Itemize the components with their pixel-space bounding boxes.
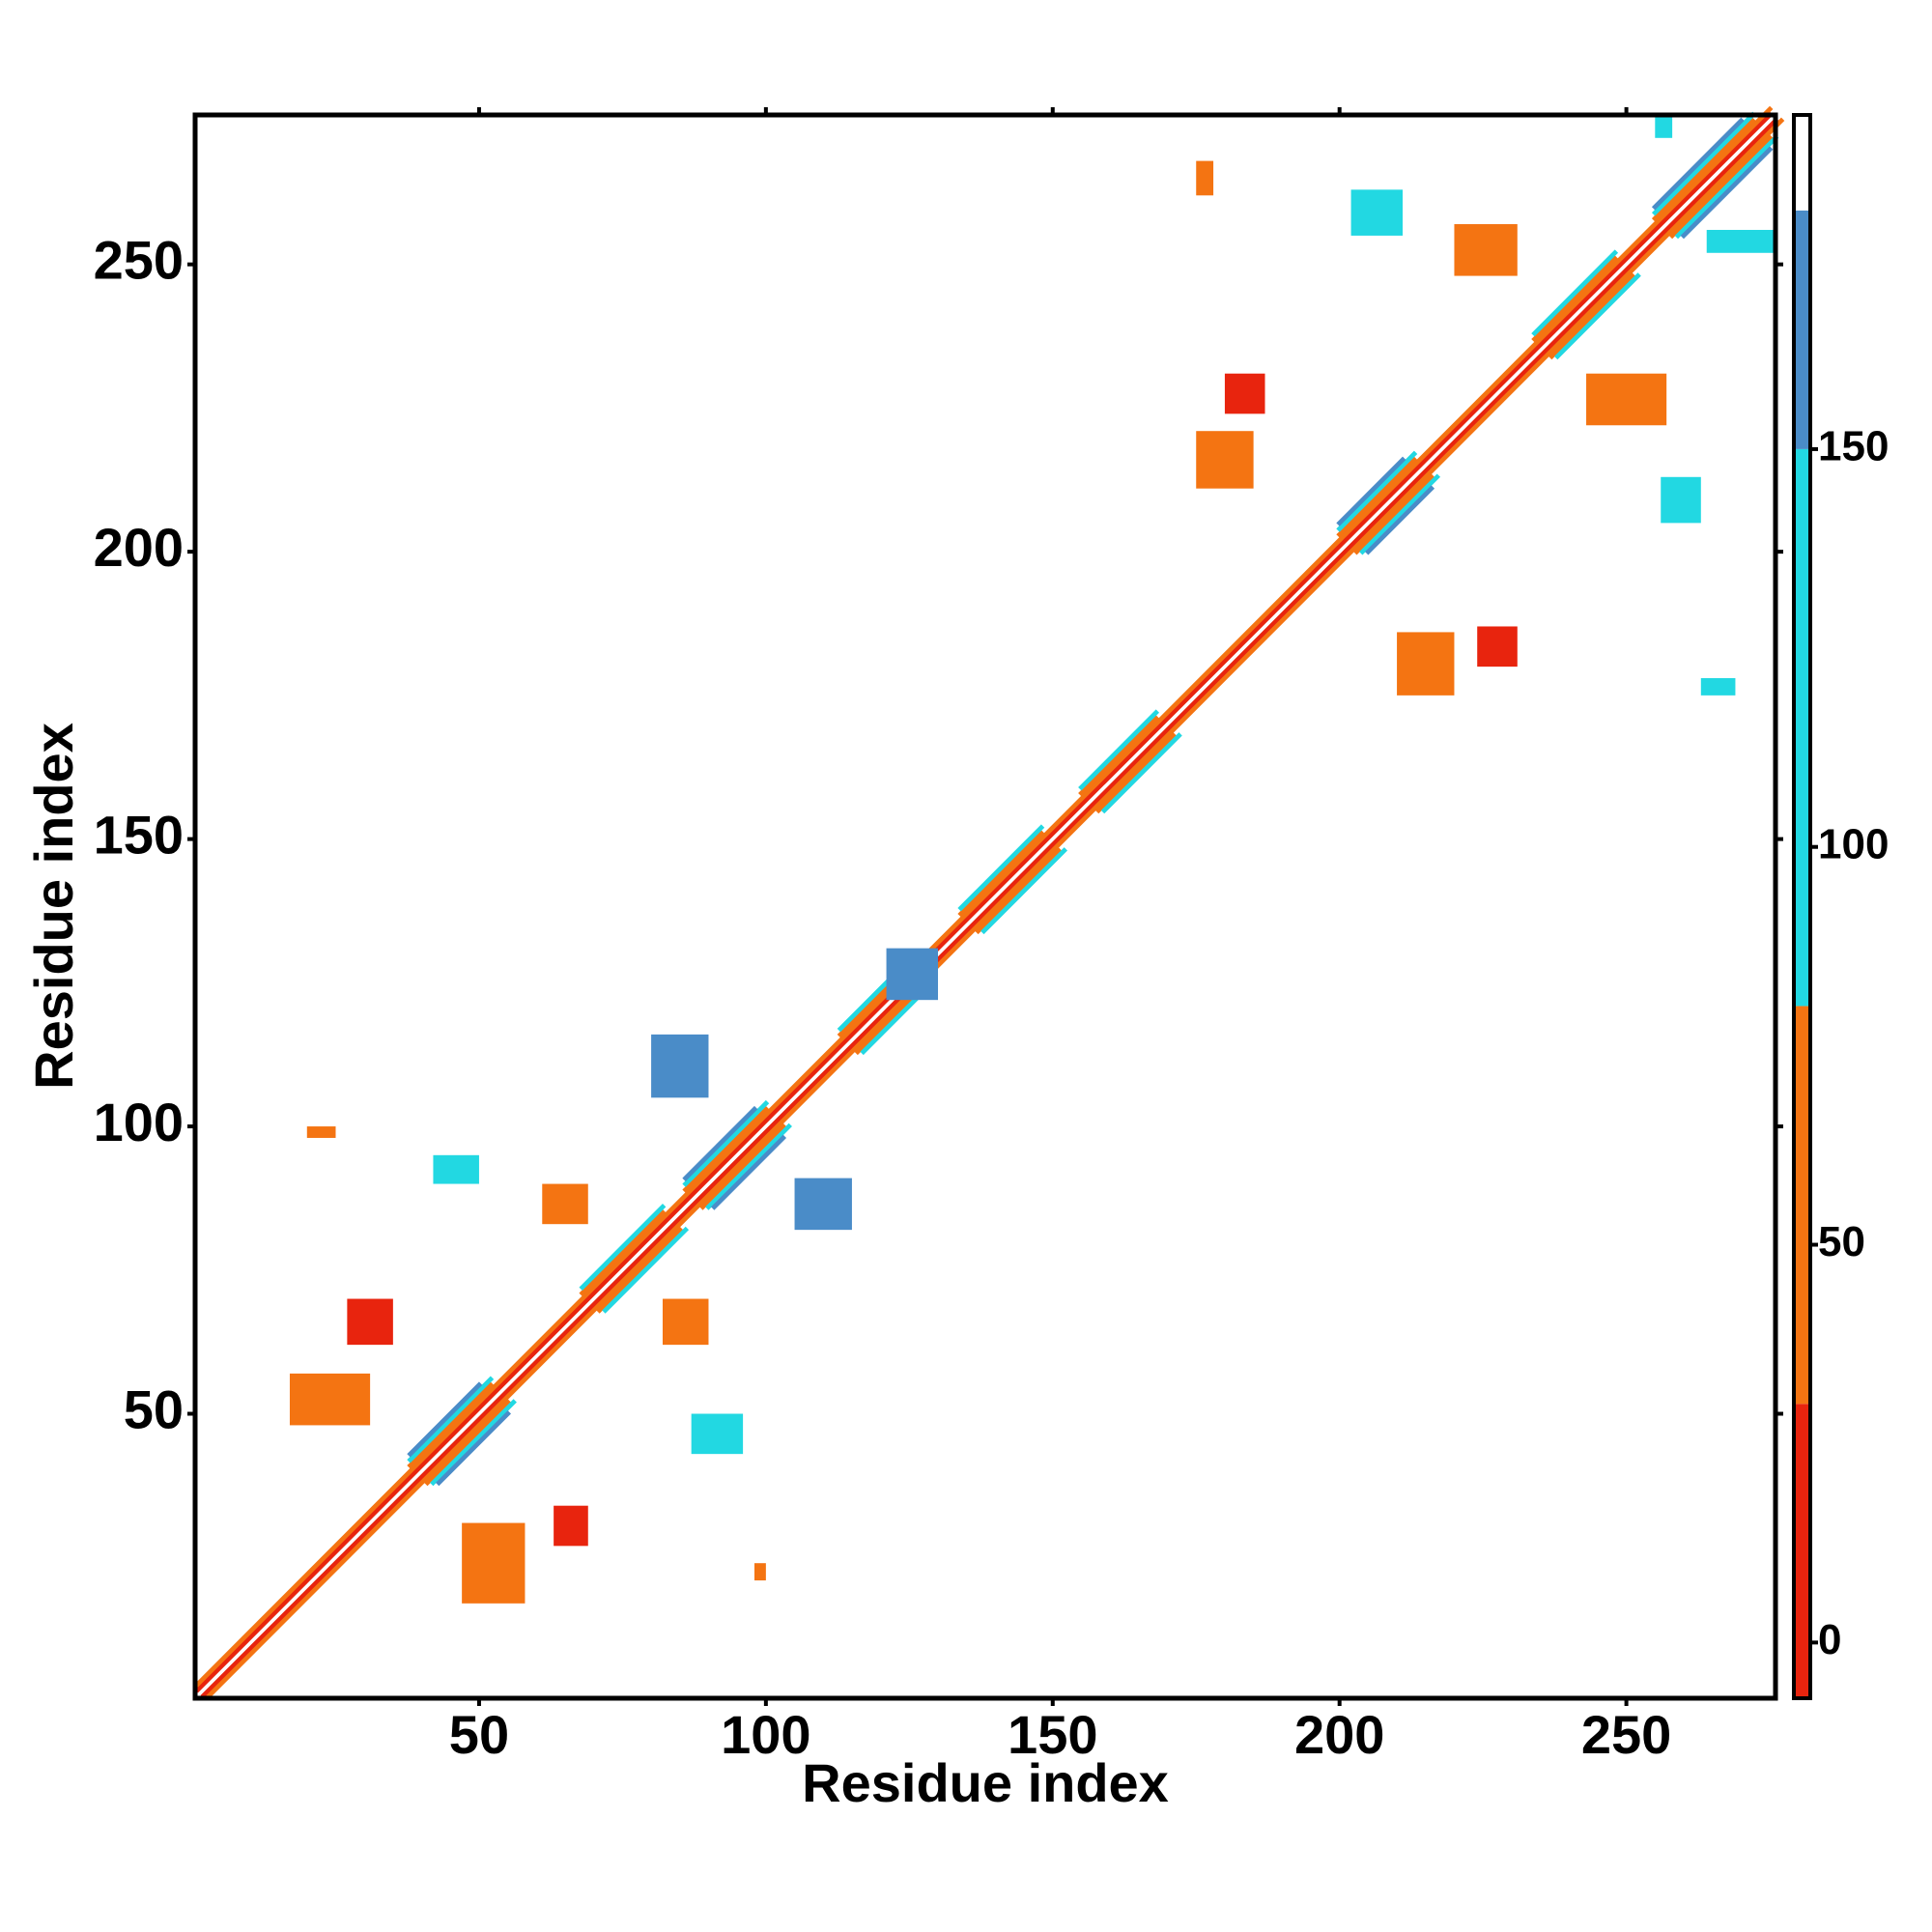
diagonal-band: [1365, 485, 1435, 555]
diagonal-band: [194, 111, 1774, 1693]
diagonal-band: [1668, 134, 1774, 240]
contact-patch: [1196, 431, 1254, 489]
diagonal-band: [424, 1399, 511, 1487]
diagonal-band: [200, 117, 1779, 1699]
diagonal-band: [1336, 456, 1418, 538]
contact-patch: [662, 1298, 709, 1346]
y-tick-label: 150: [94, 804, 184, 865]
contact-patch: [1706, 229, 1776, 253]
diagonal-band: [1336, 450, 1418, 532]
colorbar-segment: [1794, 448, 1810, 1007]
diagonal-band: [682, 1105, 770, 1193]
contact-patch: [1224, 373, 1265, 414]
contact-patch: [1397, 632, 1455, 696]
diagonal-band: [682, 1105, 758, 1181]
diagonal-band: [1553, 272, 1641, 360]
contact-patch: [1477, 626, 1518, 668]
colorbar-segment: [1794, 1006, 1810, 1405]
colorbar-segment: [1794, 115, 1810, 211]
diagonal-band: [1680, 146, 1774, 240]
diagonal-band: [194, 105, 1774, 1688]
diagonal-band: [436, 1410, 511, 1487]
diagonal-band: [1651, 111, 1756, 216]
diagonal-band: [975, 847, 1063, 935]
colorbar-tick-label: 50: [1818, 1218, 1865, 1265]
y-tick-label: 200: [94, 517, 184, 578]
contact-patch: [554, 1505, 588, 1547]
x-tick-label: 200: [1294, 1704, 1384, 1765]
diagonal-band: [1094, 732, 1177, 814]
diagonal-band: [596, 1226, 684, 1314]
contact-patch: [306, 1126, 336, 1138]
diagonal-band: [1674, 134, 1779, 240]
contact-patch: [1196, 160, 1214, 196]
contact-patch: [691, 1413, 744, 1455]
diagonal-band: [407, 1381, 483, 1458]
plot-frame: [192, 112, 1778, 1701]
contact-patch: [1586, 373, 1667, 426]
diagonal-band: [579, 1203, 667, 1291]
diagonal-band: [1336, 456, 1406, 526]
y-tick-label: 250: [94, 229, 184, 290]
contact-patch: [462, 1522, 526, 1604]
x-tick-label: 150: [1008, 1704, 1097, 1765]
contact-patch: [1655, 115, 1673, 138]
y-tick-label: 50: [124, 1378, 184, 1439]
diagonal-band: [854, 990, 919, 1056]
heatmap: [194, 105, 1785, 1699]
colorbar-segment: [1794, 210, 1810, 449]
diagonal-band: [980, 847, 1068, 935]
diagonal-band: [705, 1122, 792, 1210]
diagonal-band: [957, 830, 1045, 918]
diagonal-band: [1548, 272, 1635, 360]
diagonal-band: [407, 1381, 495, 1469]
contact-patch: [794, 1178, 852, 1231]
diagonal-band: [1100, 732, 1182, 814]
diagonal-band: [1651, 117, 1756, 222]
diagonal-band: [1651, 117, 1745, 211]
diagonal-band: [682, 1099, 770, 1187]
diagonal-band: [1353, 473, 1435, 555]
contact-patch: [651, 1034, 709, 1098]
x-axis-label: Residue index: [802, 1752, 1169, 1813]
contact-patch: [433, 1154, 479, 1184]
diagonal-band: [1078, 715, 1160, 797]
y-tick-label: 100: [94, 1092, 184, 1152]
diagonal-band: [699, 1122, 787, 1210]
diagonal-band: [1359, 473, 1440, 555]
x-tick-label: 250: [1581, 1704, 1671, 1765]
diagonal-band: [206, 117, 1785, 1699]
x-tick-label: 100: [721, 1704, 810, 1765]
diagonal-band: [579, 1208, 667, 1296]
colorbar-tick-label: 150: [1818, 423, 1889, 470]
diagonal-band: [711, 1134, 787, 1210]
y-axis-label: Residue index: [23, 723, 84, 1090]
colorbar-tick-label: 100: [1818, 820, 1889, 867]
diagonal-band: [957, 824, 1045, 912]
colorbar-segment: [1794, 1404, 1810, 1698]
diagonal-band: [602, 1226, 690, 1314]
contact-patch: [886, 948, 939, 1001]
diagonal-band: [1531, 255, 1619, 343]
contact-patch: [289, 1373, 371, 1426]
contact-patch: [1700, 678, 1736, 696]
contact-patch: [1661, 476, 1701, 524]
diagonal-band: [1531, 249, 1619, 337]
contact-patch: [542, 1183, 588, 1225]
diagonal-band: [407, 1376, 495, 1463]
contact-patch: [1350, 189, 1404, 236]
contact-patch: [1454, 224, 1518, 276]
diagonal-band: [1078, 709, 1160, 791]
colorbar-frame: [1792, 113, 1812, 1700]
x-tick-label: 50: [449, 1704, 509, 1765]
contact-patch: [347, 1298, 393, 1346]
colorbar-tick-label: 0: [1818, 1616, 1841, 1663]
diagonal-band: [430, 1399, 517, 1487]
diagonal-band: [860, 990, 924, 1056]
diagonal-band: [194, 117, 1774, 1699]
contact-patch: [753, 1563, 766, 1581]
